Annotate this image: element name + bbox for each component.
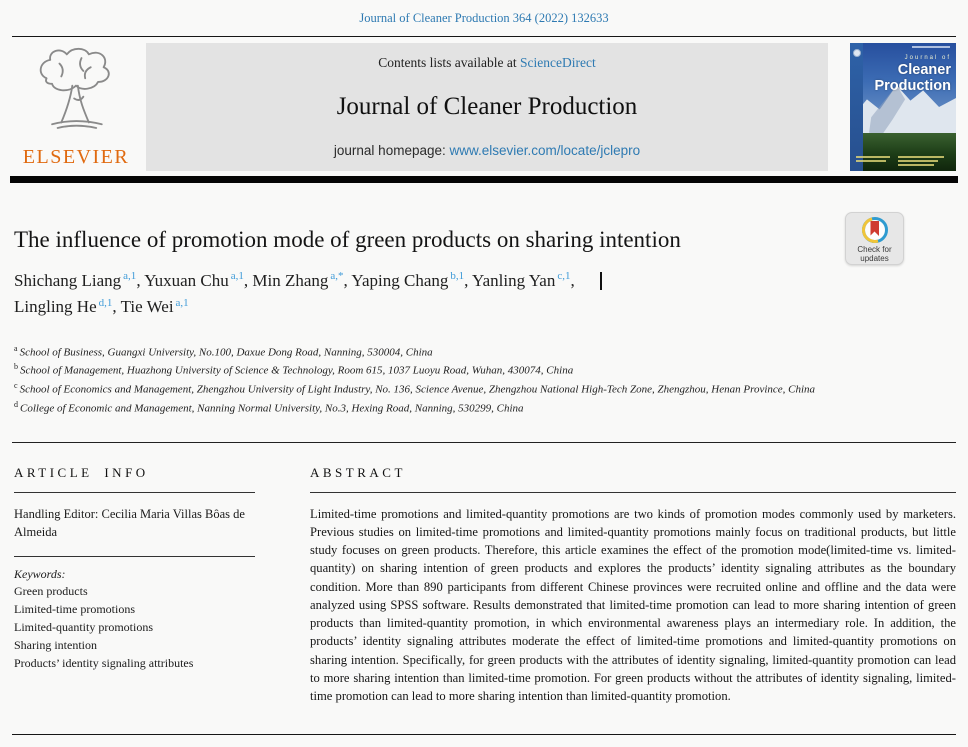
abstract-section: ABSTRACT Limited-time promotions and lim… [310, 465, 956, 706]
divider [12, 36, 956, 37]
affiliation: d College of Economic and Management, Nan… [14, 399, 524, 415]
divider [310, 491, 956, 493]
author-affiliation-mark: d,1 [98, 296, 113, 309]
author-affiliation-mark: a,1 [175, 296, 189, 309]
bookmark-icon [870, 221, 879, 236]
divider [14, 491, 255, 493]
divider [12, 441, 956, 443]
author: Shichang Liang a,1, [14, 270, 145, 290]
check-for-updates-label: Check for updates [857, 245, 892, 264]
author-affiliation-mark: a,* [330, 270, 344, 283]
homepage-link[interactable]: www.elsevier.com/locate/jclepro [449, 143, 641, 158]
author-affiliation-mark: c,1 [557, 270, 571, 283]
elsevier-logo: ELSEVIER [10, 43, 142, 171]
affiliations: a School of Business, Guangxi University,… [14, 343, 954, 418]
article-info-heading: ARTICLE INFO [14, 464, 149, 480]
article-title: The influence of promotion mode of green… [14, 227, 681, 252]
check-for-updates-badge[interactable]: Check for updates [845, 212, 904, 265]
homepage-line: journal homepage: www.elsevier.com/locat… [333, 143, 641, 158]
keyword: Products’ identity signaling attributes [14, 656, 194, 670]
author: Yuxuan Chu a,1, [144, 270, 253, 290]
author: Min Zhang a,*, [252, 270, 352, 290]
abstract-text: Limited-time promotions and limited-quan… [310, 506, 956, 704]
elsevier-tree-icon [30, 45, 122, 146]
author: Yanling Yan c,1, [472, 270, 575, 290]
sciencedirect-link[interactable]: ScienceDirect [520, 55, 596, 70]
check-for-updates-icon [861, 217, 888, 243]
abstract-heading: ABSTRACT [310, 464, 406, 480]
info-abstract-columns: ARTICLE INFO Handling Editor: Cecilia Ma… [14, 465, 956, 706]
journal-cover-thumbnail: Journal of Cleaner Production [850, 43, 956, 171]
journal-citation: Journal of Cleaner Production 364 (2022)… [359, 11, 609, 25]
handling-editor-note: Handling Editor: Cecilia Maria Villas Bô… [14, 506, 245, 540]
affiliation: a School of Business, Guangxi University,… [14, 343, 433, 359]
author-affiliation-mark: a,1 [230, 270, 244, 283]
keyword: Limited-quantity promotions [14, 620, 153, 634]
article-info-section: ARTICLE INFO Handling Editor: Cecilia Ma… [14, 465, 255, 706]
author-affiliation-mark: a,1 [123, 270, 137, 283]
author: Yaping Chang b,1, [351, 270, 473, 290]
contents-list-line: Contents lists available at ScienceDirec… [378, 55, 596, 70]
cover-left-strip [850, 43, 863, 171]
author-affiliation-mark: b,1 [450, 270, 465, 283]
author: Lingling He d,1, [14, 296, 121, 317]
author: Tie Wei a,1 [120, 296, 189, 317]
text-cursor [600, 272, 602, 290]
author-list: Shichang Liang a,1, Yuxuan Chu a,1, Min Zh… [14, 268, 954, 321]
elsevier-logo-text: ELSEVIER [22, 146, 130, 168]
keyword: Green products [14, 584, 88, 598]
cover-emblem-icon [853, 49, 861, 57]
divider-thick [10, 176, 958, 183]
keyword: Sharing intention [14, 638, 97, 652]
keyword: Limited-time promotions [14, 602, 135, 616]
masthead-journal-title: Journal of Cleaner Production [336, 93, 638, 120]
masthead-center-panel: Contents lists available at ScienceDirec… [146, 43, 828, 171]
cover-title: Journal of Cleaner Production [874, 55, 951, 94]
divider [14, 556, 255, 557]
affiliation: c School of Economics and Management, Zhe… [14, 381, 816, 396]
affiliation: b School of Management, Huazhong Universi… [14, 362, 574, 378]
masthead: ELSEVIER Contents lists available at Sci… [10, 43, 956, 171]
divider [12, 734, 956, 735]
keywords-label: Keywords: [14, 567, 66, 581]
